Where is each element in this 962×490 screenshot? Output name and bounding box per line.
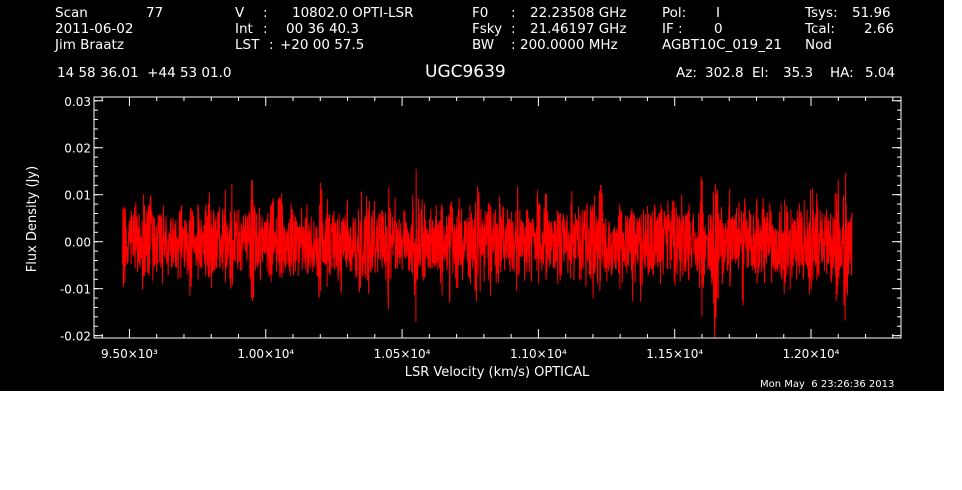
f0-value: 22.23508 GHz — [530, 5, 627, 21]
plot-frame — [93, 96, 902, 339]
x-tick-label: 1.00×10⁴ — [237, 347, 294, 361]
velocity-label: V — [235, 5, 245, 21]
if-label: IF : — [662, 21, 683, 37]
integration-value: 00 36 40.3 — [286, 21, 359, 37]
observation-date: 2011-06-02 — [55, 21, 134, 37]
fsky-colon: : — [511, 21, 516, 37]
observer-name: Jim Braatz — [55, 37, 124, 53]
polarization-value: I — [716, 5, 720, 21]
scan-value: 77 — [146, 5, 164, 21]
x-tick-label: 1.05×10⁴ — [374, 347, 431, 361]
y-tick-label: 0.00 — [64, 236, 91, 250]
x-tick-label: 9.50×10³ — [101, 347, 158, 361]
azimuth-value: 302.8 — [705, 65, 744, 81]
bandwidth-colon: : — [511, 37, 516, 53]
generation-timestamp: Mon May 6 23:26:36 2013 — [760, 379, 895, 390]
y-tick-label: -0.01 — [60, 283, 91, 297]
elevation-label: El: — [752, 65, 769, 81]
hour-angle-label: HA: — [830, 65, 854, 81]
y-tick-label: 0.01 — [64, 189, 91, 203]
integration-colon: : — [263, 21, 268, 37]
spectrum-plot: 9.50×10³ 1.00×10⁴ 1.05×10⁴ 1.10×10⁴ 1.15×10⁴… — [25, 95, 902, 380]
y-tick-label: 0.03 — [64, 95, 91, 109]
tcal-value: 2.66 — [864, 21, 895, 37]
tsys-value: 51.96 — [852, 5, 891, 21]
lst-label: LST — [235, 37, 260, 53]
x-tick-label: 1.15×10⁴ — [646, 347, 703, 361]
scan-label: Scan — [55, 5, 88, 21]
tsys-label: Tsys: — [805, 5, 838, 21]
y-axis-label: Flux Density (Jy) — [25, 166, 40, 272]
hour-angle-value: 5.04 — [865, 65, 896, 81]
project-id: AGBT10C_019_21 — [662, 37, 783, 53]
x-tick-labels: 9.50×10³ 1.00×10⁴ 1.05×10⁴ 1.10×10⁴ 1.15×10⁴… — [101, 347, 840, 361]
f0-colon: : — [511, 5, 516, 21]
if-value: 0 — [714, 21, 723, 37]
lst-value: +20 00 57.5 — [280, 37, 365, 53]
tcal-label: Tcal: — [805, 21, 835, 37]
spectrum-trace — [122, 168, 853, 338]
fsky-label: Fsky — [472, 21, 503, 37]
source-coordinates: 14 58 36.01 +44 53 01.0 — [57, 65, 232, 81]
velocity-value: 10802.0 OPTI-LSR — [292, 5, 414, 21]
bandwidth-label: BW — [472, 37, 495, 53]
spectrum-panel: Scan 77 2011-06-02 Jim Braatz V : 10802.… — [0, 0, 944, 391]
elevation-value: 35.3 — [783, 65, 814, 81]
x-axis-label: LSR Velocity (km/s) OPTICAL — [405, 365, 590, 380]
integration-label: Int — [235, 21, 253, 37]
observing-mode: Nod — [805, 37, 832, 53]
polarization-label: Pol: — [662, 5, 687, 21]
x-tick-label: 1.20×10⁴ — [783, 347, 840, 361]
y-tick-label: -0.02 — [60, 330, 91, 344]
lst-colon: : — [269, 37, 274, 53]
azimuth-label: Az: — [676, 65, 697, 81]
source-name: UGC9639 — [425, 62, 506, 82]
velocity-colon: : — [263, 5, 268, 21]
x-tick-label: 1.10×10⁴ — [510, 347, 567, 361]
fsky-value: 21.46197 GHz — [530, 21, 627, 37]
axis-ticks — [94, 97, 901, 338]
bandwidth-value: 200.0000 MHz — [520, 37, 618, 53]
f0-label: F0 — [472, 5, 489, 21]
y-tick-label: 0.02 — [64, 142, 91, 156]
y-tick-labels: -0.02 -0.01 0.00 0.01 0.02 0.03 — [60, 95, 91, 344]
